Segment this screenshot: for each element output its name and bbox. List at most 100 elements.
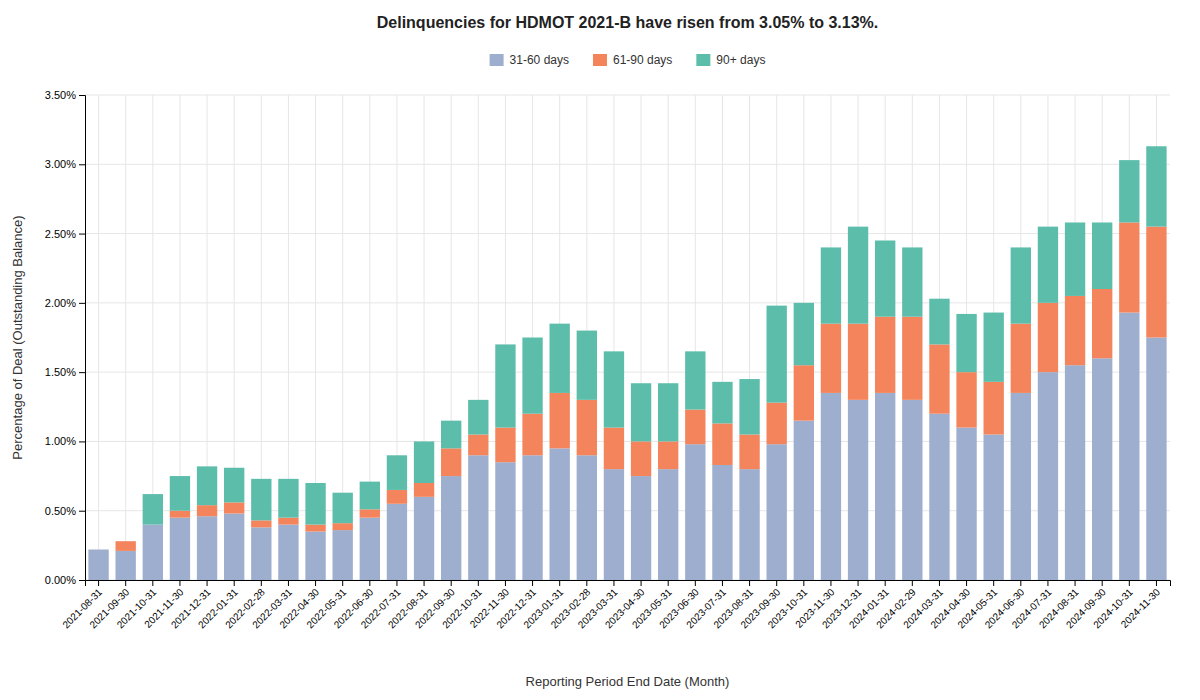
tick-mark: [1102, 580, 1103, 586]
bar: [604, 428, 624, 470]
tick-mark: [125, 580, 126, 586]
bar: [685, 351, 705, 409]
bar: [658, 383, 678, 441]
bar: [197, 466, 217, 505]
tick-mark: [396, 580, 397, 586]
tick-label: 3.00%: [45, 158, 76, 170]
tick-mark: [79, 234, 85, 235]
bar: [848, 227, 868, 324]
bar: [333, 530, 353, 580]
bar: [1119, 160, 1139, 222]
bar: [739, 435, 759, 470]
bar: [956, 428, 976, 580]
tick-mark: [79, 95, 85, 96]
bar: [197, 516, 217, 580]
tick-mark: [641, 580, 642, 586]
x-axis-title: Reporting Period End Date (Month): [526, 674, 730, 689]
bar: [875, 317, 895, 393]
legend-item: 31-60 days: [490, 53, 569, 67]
tick-mark: [1156, 580, 1157, 586]
bar: [1011, 324, 1031, 393]
bar: [333, 523, 353, 530]
bar: [278, 525, 298, 580]
bar: [631, 441, 651, 476]
bar: [550, 448, 570, 580]
tick-mark: [830, 580, 831, 586]
bar: [794, 421, 814, 580]
bar: [712, 423, 732, 465]
bar: [767, 403, 787, 445]
bar: [550, 324, 570, 393]
tick-label: 1.50%: [45, 366, 76, 378]
tick-mark: [98, 580, 99, 586]
tick-mark: [1047, 580, 1048, 586]
bar: [170, 518, 190, 580]
tick-mark: [1129, 580, 1130, 586]
tick-mark: [776, 580, 777, 586]
y-axis-title: Percentage of Deal (Outstanding Balance): [10, 215, 25, 459]
tick: 3.00%: [45, 158, 85, 170]
bar: [604, 351, 624, 427]
tick-mark: [803, 580, 804, 586]
legend-swatch: [593, 54, 607, 66]
tick-mark: [586, 580, 587, 586]
tick-label: 2.00%: [45, 297, 76, 309]
bar: [794, 303, 814, 365]
grid-line: [85, 372, 1170, 373]
tick: 0.50%: [45, 505, 85, 517]
grid-line: [85, 302, 1170, 303]
tick-mark: [858, 580, 859, 586]
bar: [984, 382, 1004, 435]
tick-mark: [1075, 580, 1076, 586]
bar: [143, 494, 163, 524]
legend-item: 90+ days: [696, 53, 765, 67]
bar: [848, 324, 868, 400]
bar: [333, 493, 353, 523]
tick: 1.00%: [45, 435, 85, 447]
bar: [550, 393, 570, 448]
tick-mark: [179, 580, 180, 586]
bar: [305, 483, 325, 525]
bar: [251, 520, 271, 527]
tick-mark: [505, 580, 506, 586]
bar: [577, 331, 597, 400]
legend: 31-60 days 61-90 days 90+ days: [490, 53, 766, 67]
tick-mark: [79, 372, 85, 373]
bar: [1038, 303, 1058, 372]
y-axis: 0.00%0.50%1.00%1.50%2.00%2.50%3.00%3.50%: [45, 89, 86, 586]
bar: [1038, 227, 1058, 303]
bar: [305, 525, 325, 532]
tick-mark: [613, 580, 614, 586]
bar: [1092, 289, 1112, 358]
bar: [170, 511, 190, 518]
bar: [1065, 365, 1085, 580]
bar: [441, 448, 461, 476]
grid-line: [85, 95, 1170, 96]
bar: [1146, 146, 1166, 226]
tick-mark: [912, 580, 913, 586]
chart: 0.00%0.50%1.00%1.50%2.00%2.50%3.00%3.50%…: [0, 0, 1200, 700]
bar: [360, 509, 380, 517]
bar: [875, 393, 895, 580]
grid-line: [125, 95, 126, 580]
bar: [88, 549, 108, 550]
bar: [88, 550, 108, 580]
bar: [1146, 227, 1166, 338]
bar: [577, 400, 597, 455]
legend-label: 61-90 days: [613, 53, 672, 67]
bar: [441, 421, 461, 449]
legend-label: 90+ days: [716, 53, 765, 67]
tick-label: 2024-11-30: [1119, 586, 1163, 630]
tick-label: 3.50%: [45, 89, 76, 101]
bar: [1119, 313, 1139, 580]
bar: [278, 479, 298, 518]
tick-mark: [315, 580, 316, 586]
bar: [170, 476, 190, 511]
bar: [821, 324, 841, 393]
bar: [414, 441, 434, 483]
grid-line: [98, 95, 99, 580]
legend-label: 31-60 days: [510, 53, 569, 67]
legend-swatch: [490, 54, 504, 66]
bar: [1065, 222, 1085, 295]
bar: [929, 299, 949, 345]
